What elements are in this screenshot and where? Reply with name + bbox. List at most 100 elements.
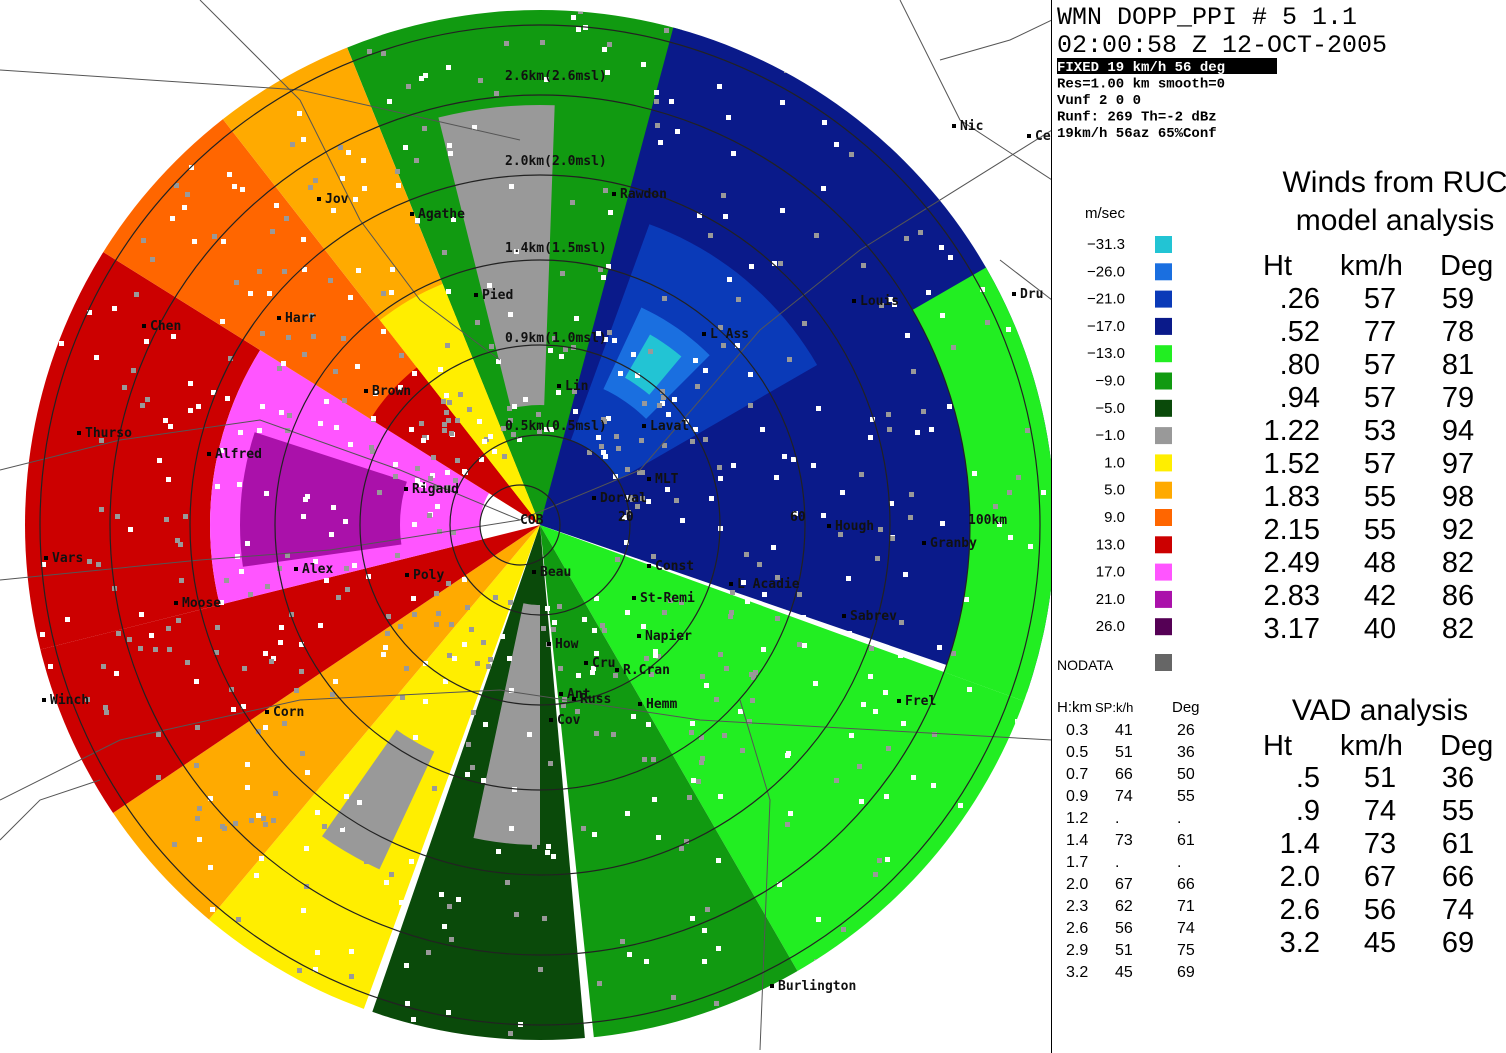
table-cell: 1.83: [1264, 481, 1320, 513]
echo-speckle: [462, 577, 467, 582]
table-header: Deg: [1172, 699, 1200, 716]
place-dot: [842, 614, 846, 618]
echo-speckle: [693, 427, 698, 432]
echo-speckle: [311, 334, 316, 339]
echo-speckle: [389, 872, 394, 877]
echo-speckle: [540, 40, 545, 45]
table-cell: 56: [1364, 894, 1396, 926]
echo-speckle: [263, 822, 268, 827]
echo-speckle: [868, 435, 873, 440]
echo-speckle: [598, 267, 603, 272]
echo-speckle: [168, 424, 173, 429]
legend-swatch: [1155, 236, 1172, 253]
table-cell: 0.3: [1066, 722, 1088, 739]
echo-speckle: [873, 709, 878, 714]
table-cell: 55: [1364, 514, 1396, 546]
place-label: Cov: [557, 713, 581, 728]
echo-speckle: [558, 666, 563, 671]
echo-speckle: [150, 257, 155, 262]
echo-speckle: [744, 552, 749, 557]
echo-speckle: [644, 656, 649, 661]
echo-speckle: [475, 320, 480, 325]
echo-speckle: [279, 625, 284, 630]
place-dot: [364, 389, 368, 393]
echo-speckle: [775, 575, 780, 580]
echo-speckle: [911, 775, 916, 780]
echo-speckle: [646, 499, 651, 504]
echo-speckle: [571, 15, 576, 20]
table-cell: 55: [1364, 481, 1396, 513]
echo-speckle: [315, 810, 320, 815]
echo-speckle: [422, 126, 427, 131]
echo-speckle: [666, 412, 671, 417]
echo-speckle: [188, 408, 193, 413]
place-label: Agathe: [418, 207, 465, 222]
echo-speckle: [493, 802, 498, 807]
echo-speckle: [544, 427, 549, 432]
table-header: Ht: [1263, 730, 1292, 762]
echo-speckle: [517, 647, 522, 652]
echo-speckle: [362, 186, 367, 191]
echo-speckle: [428, 476, 433, 481]
echo-speckle: [195, 816, 200, 821]
echo-speckle: [775, 616, 780, 621]
echo-speckle: [728, 614, 733, 619]
place-dot: [410, 212, 414, 216]
echo-speckle: [331, 208, 336, 213]
legend-label: 5.0: [1104, 482, 1125, 499]
echo-speckle: [194, 679, 199, 684]
echo-speckle: [870, 417, 875, 422]
echo-speckle: [456, 897, 461, 902]
echo-speckle: [508, 418, 513, 423]
echo-speckle: [469, 627, 474, 632]
table-cell: 92: [1442, 514, 1474, 546]
place-dot: [1027, 134, 1031, 138]
echo-speckle: [305, 770, 310, 775]
echo-speckle: [501, 426, 506, 431]
echo-speckle: [526, 677, 531, 682]
echo-speckle: [192, 239, 197, 244]
echo-speckle: [242, 666, 247, 671]
echo-speckle: [531, 635, 536, 640]
place-label: Nic: [960, 119, 983, 134]
echo-speckle: [492, 449, 497, 454]
echo-speckle: [680, 518, 685, 523]
table-cell: 0.9: [1066, 788, 1088, 805]
table-cell: 74: [1442, 894, 1474, 926]
echo-speckle: [631, 714, 636, 719]
echo-speckle: [653, 653, 658, 658]
echo-speckle: [94, 355, 99, 360]
info-panel: [1052, 0, 1506, 1053]
echo-speckle: [400, 695, 405, 700]
echo-speckle: [816, 917, 821, 922]
echo-speckle: [348, 295, 353, 300]
echo-speckle: [369, 445, 374, 450]
header-line: WMN DOPP_PPI # 5 1.1: [1057, 3, 1357, 32]
echo-speckle: [821, 513, 826, 518]
echo-speckle: [313, 967, 318, 972]
echo-speckle: [745, 599, 750, 604]
echo-speckle: [697, 213, 702, 218]
echo-speckle: [582, 617, 587, 622]
table-cell: 69: [1442, 927, 1474, 959]
echo-speckle: [508, 312, 513, 317]
table-title: model analysis: [1296, 204, 1494, 237]
echo-speckle: [101, 664, 106, 669]
legend-label: 21.0: [1096, 591, 1125, 608]
place-label: Sabrev: [850, 609, 897, 624]
echo-speckle: [412, 612, 417, 617]
echo-speckle: [176, 618, 181, 623]
echo-speckle: [241, 704, 246, 709]
echo-speckle: [1028, 544, 1033, 549]
echo-speckle: [342, 398, 347, 403]
echo-speckle: [236, 917, 241, 922]
echo-speckle: [140, 403, 145, 408]
echo-speckle: [240, 187, 245, 192]
legend-swatch: [1155, 427, 1172, 445]
echo-speckle: [726, 115, 731, 120]
header-line: Res=1.00 km smooth=0: [1057, 77, 1225, 93]
place-dot: [405, 573, 409, 577]
echo-speckle: [353, 197, 358, 202]
echo-speckle: [662, 610, 667, 615]
ring-label: 1.4km(1.5msl): [505, 241, 607, 256]
